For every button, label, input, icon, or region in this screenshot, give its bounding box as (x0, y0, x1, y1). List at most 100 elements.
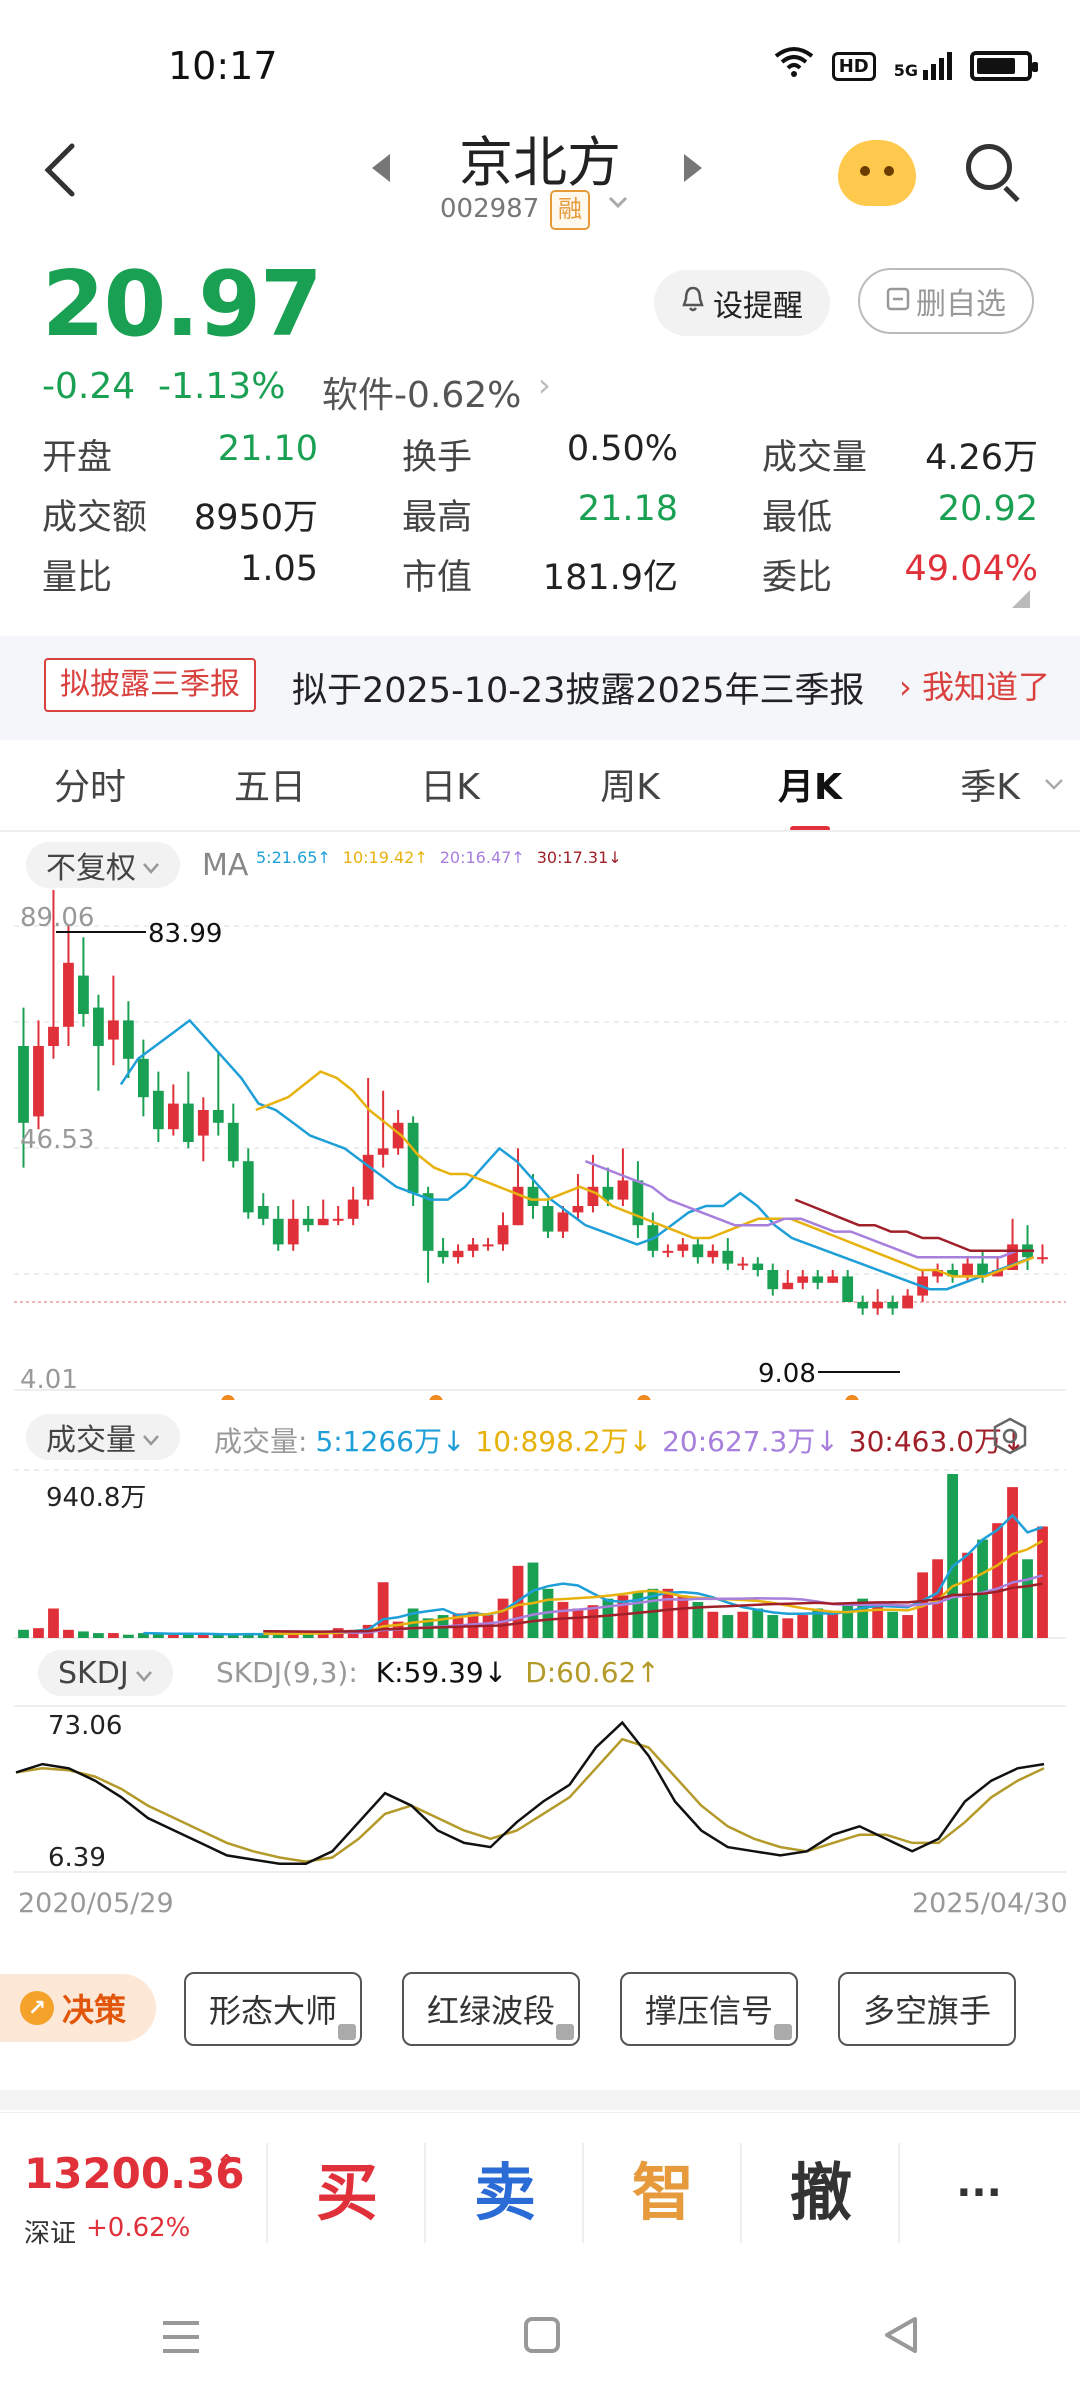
candle (377, 1148, 389, 1155)
stat-item: 最高 21.18 (402, 489, 678, 540)
ma-value: 5:1266万↓ (315, 1425, 466, 1458)
stat-item: 委比 49.04% (762, 549, 1038, 600)
next-stock-icon[interactable] (682, 150, 706, 195)
stat-item: 成交额 8950万 (42, 489, 318, 540)
candle (512, 1186, 524, 1226)
tab-period[interactable]: 月K (720, 750, 900, 832)
lock-icon (338, 2024, 356, 2040)
tab-period[interactable]: 周K (600, 767, 660, 808)
remove-watchlist-button[interactable]: 删自选 (858, 268, 1034, 334)
decision-button[interactable]: ↗ 决策 (0, 1974, 156, 2042)
event-dot[interactable] (845, 1395, 859, 1400)
candle (527, 1186, 539, 1206)
volume-bar (857, 1598, 869, 1638)
candle (167, 1103, 179, 1130)
volume-bar (1037, 1526, 1048, 1638)
system-nav-bar (0, 2278, 1080, 2400)
smart-button[interactable]: 智 (582, 2143, 742, 2243)
prev-stock-icon[interactable] (368, 150, 392, 195)
candle (767, 1270, 779, 1290)
candle (962, 1263, 973, 1277)
search-icon[interactable] (966, 144, 1012, 190)
volume-bar (632, 1592, 644, 1638)
stat-value: 8950万 (193, 497, 318, 538)
low-marker: 9.08 (758, 1359, 816, 1389)
home-icon[interactable] (522, 2312, 562, 2366)
tab-period[interactable]: 季K (960, 767, 1020, 808)
skdj-chart[interactable]: 73.06 6.39 (0, 1700, 1080, 1880)
current-price: 20.97 (42, 252, 323, 357)
event-dot[interactable] (221, 1395, 235, 1400)
candle (842, 1276, 854, 1302)
date-start: 2020/05/29 (18, 1888, 174, 1919)
settings-icon[interactable] (990, 1416, 1030, 1460)
strategy-button-label: 形态大师 (208, 1992, 337, 2030)
tab-period[interactable]: 日K (420, 767, 480, 808)
more-button[interactable]: ··· (898, 2143, 1058, 2243)
index-value[interactable]: 13200.36 (24, 2149, 245, 2198)
volume-chart[interactable]: 940.8万 (0, 1466, 1080, 1646)
decision-icon: ↗ (19, 1991, 54, 2025)
back-icon[interactable] (40, 140, 80, 216)
stat-value: 20.92 (937, 488, 1038, 529)
volume-bar (152, 1633, 164, 1638)
volume-bar (587, 1605, 599, 1638)
expand-corner-icon[interactable] (1012, 590, 1030, 612)
event-dot[interactable] (429, 1395, 443, 1400)
indicator-selector[interactable]: 成交量 (26, 1414, 180, 1460)
tab-period[interactable]: 分时 (53, 767, 126, 808)
candle (108, 1020, 119, 1040)
kline-chart[interactable]: 89.06 46.53 4.01 83.99 9.08 (0, 890, 1080, 1400)
volume-bar (272, 1633, 284, 1638)
chevron-up-icon: ⌃ (214, 2149, 240, 2184)
volume-bar (18, 1629, 29, 1638)
mascot-icon[interactable] (838, 140, 916, 206)
skdj-axis-bottom: 6.39 (48, 1843, 106, 1873)
stat-value: 21.18 (577, 488, 678, 529)
axis-bottom-label: 4.01 (20, 1365, 78, 1395)
chevron-down-icon[interactable] (606, 188, 630, 221)
chevron-right-icon[interactable]: › (538, 366, 551, 404)
volume-bar (617, 1595, 629, 1638)
sector-link[interactable]: 软件-0.62% (322, 375, 522, 416)
strategy-button[interactable]: 撑压信号 (620, 1972, 798, 2046)
cancel-order-button[interactable]: 撤 (740, 2143, 900, 2243)
minus-box-icon (886, 284, 910, 319)
skdj-selector[interactable]: SKDJ (38, 1650, 173, 1696)
strategy-button[interactable]: 红绿波段 (402, 1972, 580, 2046)
menu-icon[interactable] (159, 2312, 203, 2366)
sell-button[interactable]: 卖 (424, 2143, 584, 2243)
strategy-button[interactable]: 多空旗手 (838, 1972, 1016, 2046)
back-nav-icon[interactable] (881, 2312, 921, 2366)
volume-bar (167, 1634, 179, 1638)
chevron-down-icon[interactable] (1044, 776, 1064, 795)
ma-value: 20:627.3万↓ (662, 1425, 839, 1458)
dismiss-notice-button[interactable]: › 我知道了 (899, 668, 1050, 706)
candle (137, 1058, 149, 1098)
volume-bar (827, 1611, 839, 1638)
stat-item: 市值 181.9亿 (402, 549, 678, 600)
strategy-button[interactable]: 形态大师 (184, 1972, 362, 2046)
volume-legend: 成交量: 5:1266万↓ 10:898.2万↓ 20:627.3万↓ 30:463.… (214, 1420, 1025, 1460)
set-alert-button[interactable]: 设提醒 (654, 270, 830, 336)
volume-bar (377, 1582, 389, 1638)
volume-bar (182, 1633, 194, 1638)
volume-bar (33, 1628, 44, 1638)
adjust-selector[interactable]: 不复权 (26, 842, 180, 888)
stat-item: 成交量 4.26万 (762, 429, 1038, 480)
candle (272, 1218, 284, 1245)
volume-bar (227, 1634, 239, 1638)
volume-bar (752, 1608, 764, 1638)
candle (452, 1250, 464, 1258)
candle (467, 1244, 479, 1251)
volume-bar (797, 1615, 809, 1638)
event-dot[interactable] (637, 1395, 651, 1400)
candle (887, 1302, 899, 1309)
candle (542, 1206, 554, 1232)
buy-button[interactable]: 买 (266, 2143, 426, 2243)
tab-period[interactable]: 五日 (233, 767, 306, 808)
volume-bar (557, 1601, 569, 1638)
price-change: -0.24 -1.13% (42, 366, 286, 407)
stat-label: 成交额 (42, 497, 148, 538)
candle (63, 962, 74, 1027)
